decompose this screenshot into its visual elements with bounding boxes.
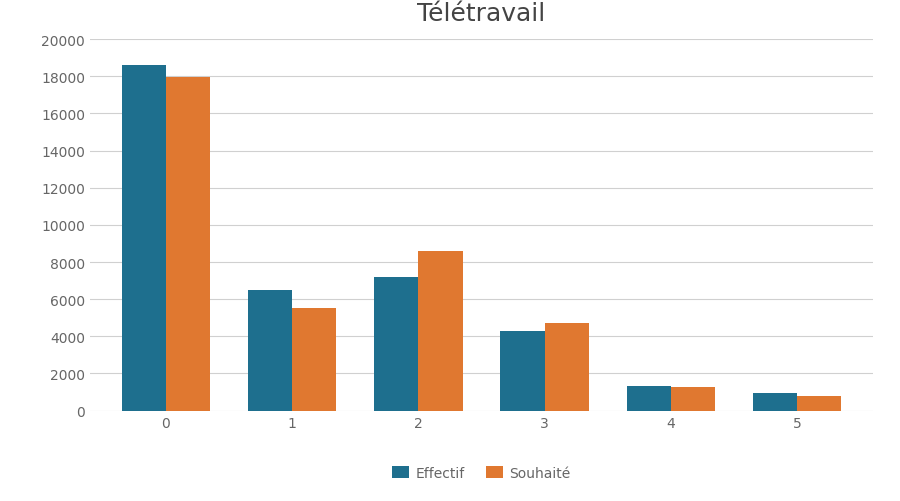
Bar [418,252,463,411]
Bar [374,278,418,411]
Bar [753,393,797,411]
Bar [544,324,589,411]
Bar [797,396,842,411]
Bar [248,290,292,411]
Bar [292,309,337,411]
Legend: Effectif, Souhaité: Effectif, Souhaité [392,466,571,480]
Bar [670,388,716,411]
Bar [166,78,210,411]
Bar [122,66,166,411]
Bar [500,331,544,411]
Title: Télétravail: Télétravail [418,2,545,26]
Bar [626,386,670,411]
